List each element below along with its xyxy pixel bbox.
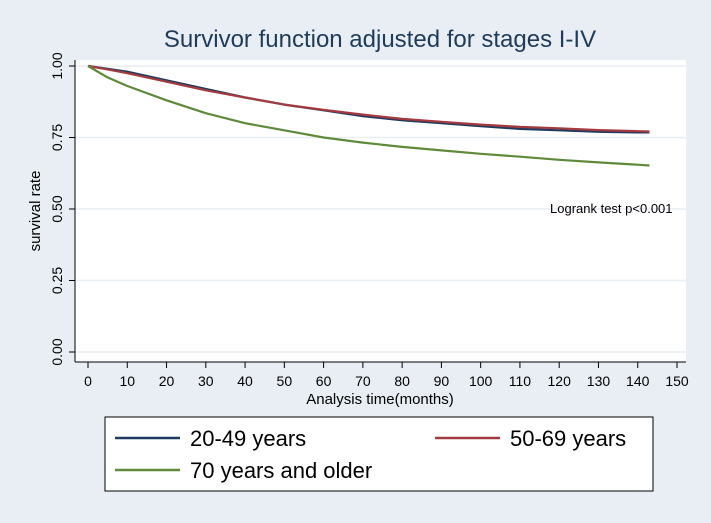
- x-tick-label: 50: [277, 373, 293, 389]
- y-axis-title: survival rate: [27, 171, 44, 252]
- y-tick-label: 0.75: [49, 124, 65, 151]
- legend-box: [104, 416, 654, 492]
- y-tick-label: 0.00: [49, 338, 65, 365]
- x-axis-ticks: 0 10 20 30 40 50 60 70 80 90 100 110 120 130 140 150: [84, 362, 689, 389]
- x-tick-label: 100: [469, 373, 493, 389]
- x-tick-label: 40: [237, 373, 253, 389]
- legend-label-3: 70 years and older: [190, 458, 372, 483]
- plot-area: [75, 60, 686, 362]
- x-tick-label: 130: [587, 373, 611, 389]
- x-tick-label: 140: [626, 373, 650, 389]
- y-tick-label: 0.50: [49, 195, 65, 222]
- grid-lines: [75, 65, 686, 353]
- x-tick-label: 0: [84, 373, 92, 389]
- y-axis-ticks: 0.00 0.25 0.50 0.75 1.00: [49, 52, 75, 366]
- series-line-2: [87, 64, 650, 133]
- x-tick-label: 80: [394, 373, 410, 389]
- legend: 20-49 years 50-69 years 70 years and older: [115, 426, 626, 483]
- x-tick-label: 60: [316, 373, 332, 389]
- x-tick-label: 20: [159, 373, 175, 389]
- x-tick-label: 120: [548, 373, 572, 389]
- series-line-1: [87, 64, 650, 134]
- x-axis-title: Analysis time(months): [306, 391, 454, 408]
- chart-title: Survivor function adjusted for stages I-…: [164, 26, 596, 53]
- y-tick-label: 1.00: [49, 52, 65, 79]
- x-tick-label: 110: [509, 373, 532, 389]
- legend-label-1: 20-49 years: [190, 426, 306, 451]
- x-tick-label: 10: [119, 373, 135, 389]
- series-lines: [87, 64, 650, 167]
- series-line-3: [87, 65, 650, 167]
- logrank-annotation: Logrank test p<0.001: [550, 201, 673, 216]
- x-tick-label: 150: [665, 373, 689, 389]
- y-tick-label: 0.25: [49, 267, 65, 294]
- legend-label-2: 50-69 years: [510, 426, 626, 451]
- x-tick-label: 90: [434, 373, 450, 389]
- x-tick-label: 30: [198, 373, 214, 389]
- x-tick-label: 70: [355, 373, 371, 389]
